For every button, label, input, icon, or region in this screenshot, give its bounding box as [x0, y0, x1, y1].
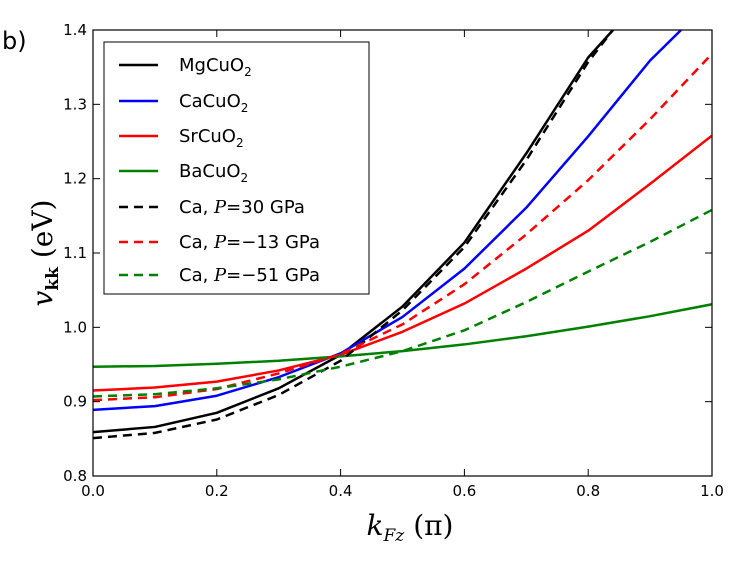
series-line-bacuo2-3	[93, 303, 712, 368]
y-axis-subscript: kk	[43, 266, 63, 291]
series-line-srcuo2-2	[93, 134, 712, 392]
legend-label-ca-pm13: Ca, P=−13 GPa	[179, 232, 320, 253]
legend-label-bacuo2: BaCuO2	[179, 161, 248, 185]
y-tick-label-3: 1.1	[63, 244, 87, 262]
y-tick-label-5: 1.3	[63, 95, 87, 113]
legend-box	[103, 41, 370, 295]
y-tick-label-6: 1.4	[63, 21, 87, 39]
legend: MgCuO2 CaCuO2 SrCuO2 BaCuO2 Ca, P=30 GPa…	[103, 41, 370, 295]
series-line-mgcuo2-0	[93, 30, 614, 434]
x-axis-subscript: Fz	[383, 526, 406, 546]
series-line-ca-p-30-gpa-4	[93, 30, 614, 440]
series-layer	[93, 30, 712, 440]
x-axis-label: kFz (π)	[367, 509, 454, 546]
series-line-cacuo2-1	[93, 30, 682, 412]
x-tick-label-4: 0.8	[576, 482, 600, 500]
legend-label-cacuo2: CaCuO2	[179, 91, 248, 115]
x-axis-symbol: k	[367, 509, 384, 542]
y-tick-label-0: 0.8	[63, 467, 87, 485]
x-tick-label-5: 1.0	[700, 482, 724, 500]
x-tick-label-1: 0.2	[205, 482, 229, 500]
y-axis-label: vkk (eV)	[26, 200, 63, 307]
x-tick-label-2: 0.4	[329, 482, 353, 500]
y-tick-label-4: 1.2	[63, 170, 87, 188]
y-axis-unit: (eV)	[26, 200, 59, 259]
x-axis-unit: (π)	[413, 509, 453, 542]
x-tick-label-0: 0.0	[81, 482, 105, 500]
tick-layer: 0.0 0.2 0.4 0.6 0.8 1.0 0.8 0.9 1.0 1.1 1.2 1.3 1.4	[63, 21, 724, 500]
panel-label: b)	[2, 27, 27, 55]
x-tick-label-3: 0.6	[452, 482, 476, 500]
y-tick-label-2: 1.0	[63, 318, 87, 336]
legend-label-mgcuo2: MgCuO2	[179, 55, 252, 79]
legend-label-ca-p30: Ca, P=30 GPa	[179, 197, 305, 218]
legend-label-srcuo2: SrCuO2	[179, 126, 244, 150]
series-line-ca-p-13-gpa-5	[93, 52, 712, 402]
y-axis-symbol: v	[26, 290, 59, 306]
y-tick-label-1: 0.9	[63, 393, 87, 411]
legend-label-ca-pm51: Ca, P=−51 GPa	[179, 265, 320, 286]
